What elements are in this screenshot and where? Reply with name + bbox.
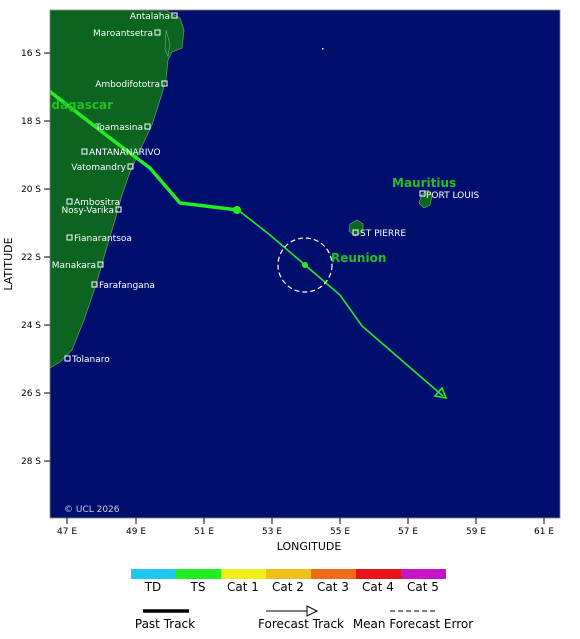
forecast-position-point [302,262,308,268]
past-track-legend-label: Past Track [135,617,195,631]
lon-tick-label: 51 E [194,527,214,537]
forecast-track-arrowhead [433,386,448,400]
legend-swatch-cat2 [266,569,311,579]
x-axis-title: LONGITUDE [277,540,342,553]
longitude-axis: 47 E 49 E 51 E 53 E 55 E 57 E 59 E 61 E … [57,518,554,553]
lat-tick-label: 26 S [21,389,41,399]
lon-tick-label: 49 E [126,527,146,537]
legend-label-cat3: Cat 3 [317,580,349,594]
marker-manakara [97,261,104,268]
label-toamasina: Toamasina [94,123,143,133]
copyright-notice: © UCL 2026 [64,505,120,515]
intensity-legend: TD TS Cat 1 Cat 2 Cat 3 Cat 4 Cat 5 [131,569,446,594]
lon-tick-label: 53 E [262,527,282,537]
marker-antalaha [171,12,178,19]
marker-vatomandry [127,163,134,170]
label-antananarivo: ANTANANARIVO [89,148,161,158]
legend-label-cat4: Cat 4 [362,580,394,594]
lon-tick-label: 59 E [466,527,486,537]
marker-antananarivo [81,148,88,155]
marker-tolanaro [64,355,71,362]
legend-label-td: TD [144,580,162,594]
lat-tick-label: 16 S [21,49,41,59]
label-reunion: Reunion [331,251,386,265]
lon-tick-label: 61 E [534,527,554,537]
lon-tick-label: 47 E [57,527,77,537]
latitude-axis: 16 S 18 S 20 S 22 S 24 S 26 S 28 S LATIT… [2,49,50,467]
legend-swatch-ts [176,569,221,579]
forecast-track-legend-arrow-icon [306,605,319,617]
legend-label-cat5: Cat 5 [407,580,439,594]
mean-error-legend-label: Mean Forecast Error [353,617,473,631]
forecast-track-legend-label: Forecast Track [258,617,344,631]
lat-tick-label: 20 S [21,185,41,195]
label-madagascar: Madagascar [31,98,113,112]
current-position-point [233,206,241,214]
legend-label-cat1: Cat 1 [227,580,259,594]
mauritius-island [418,189,433,209]
legend-swatch-cat1 [221,569,266,579]
lon-tick-label: 57 E [398,527,418,537]
track-legend: Past Track Forecast Track Mean Forecast … [135,605,473,631]
marker-farafangana [91,281,98,288]
label-maroantsetra: Maroantsetra [93,29,153,39]
lat-tick-label: 22 S [21,253,41,263]
plot-frame [49,9,561,519]
marker-maroantsetra [154,29,161,36]
marker-toamasina [144,123,151,130]
forecast-track-line [237,209,444,397]
legend-swatch-cat3 [311,569,356,579]
label-fianarantsoa: Fianarantsoa [74,234,132,244]
place-markers [64,12,426,362]
lat-tick-label: 18 S [21,117,41,127]
label-st-pierre: ST PIERRE [360,229,406,239]
legend-swatch-cat4 [356,569,401,579]
ile-sainte-marie-island [164,29,171,57]
label-ambodifototra: Ambodifototra [95,80,160,90]
legend-swatch-td [131,569,176,579]
marker-st-pierre [352,229,359,236]
small-islet [322,48,324,50]
label-antalaha: Antalaha [130,12,170,22]
lat-tick-label: 24 S [21,321,41,331]
label-ambositra: Ambositra [74,198,120,208]
lat-tick-label: 28 S [21,457,41,467]
legend-label-cat2: Cat 2 [272,580,304,594]
past-track-line [50,89,239,212]
marker-nosy-varika [115,206,122,213]
label-port-louis: PORT LOUIS [426,191,479,201]
label-vatomandry: Vatomandry [71,163,126,173]
label-mauritius: Mauritius [392,176,456,190]
marker-port-louis [419,190,426,197]
label-nosy-varika: Nosy-Varika [61,206,114,216]
legend-swatch-cat5 [401,569,446,579]
mean-forecast-error-circle [277,237,333,293]
marker-ambositra [66,198,73,205]
marker-ambodifototra [161,80,168,87]
legend-label-ts: TS [190,580,206,594]
lon-tick-label: 55 E [330,527,350,537]
label-farafangana: Farafangana [99,281,155,291]
label-tolanaro: Tolanaro [71,355,110,365]
label-manakara: Manakara [52,261,96,271]
y-axis-title: LATITUDE [2,237,15,290]
marker-fianarantsoa [66,234,73,241]
